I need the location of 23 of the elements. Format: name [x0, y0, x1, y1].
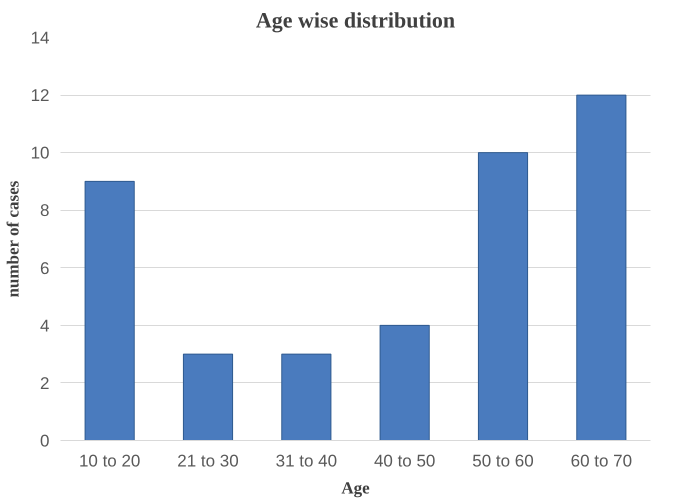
- x-tick-label: 60 to 70: [570, 452, 632, 470]
- bar: [281, 354, 332, 440]
- y-tick-label: 14: [30, 28, 50, 48]
- y-tick-label: 4: [40, 316, 50, 336]
- chart-title: Age wise distribution: [256, 8, 456, 32]
- bar: [380, 324, 430, 440]
- y-tick-label: 12: [30, 86, 50, 106]
- y-tick-label: 2: [40, 374, 50, 393]
- x-tick-label: 40 to 50: [374, 452, 436, 470]
- x-tick-label: 50 to 60: [472, 452, 534, 470]
- y-axis-title: number of cases: [4, 180, 23, 298]
- bar: [84, 180, 135, 440]
- y-tick-label: 6: [40, 258, 50, 278]
- y-tick-label: 0: [40, 432, 50, 450]
- bar: [478, 152, 528, 440]
- bar: [182, 354, 234, 440]
- y-tick-label: 8: [40, 201, 50, 220]
- bar: [576, 94, 626, 440]
- y-tick-label: 10: [30, 144, 50, 163]
- x-tick-label: 31 to 40: [276, 452, 338, 470]
- x-axis-title: Age: [341, 478, 370, 498]
- x-tick-label: 21 to 30: [177, 452, 239, 470]
- x-tick-label: 10 to 20: [78, 452, 140, 470]
